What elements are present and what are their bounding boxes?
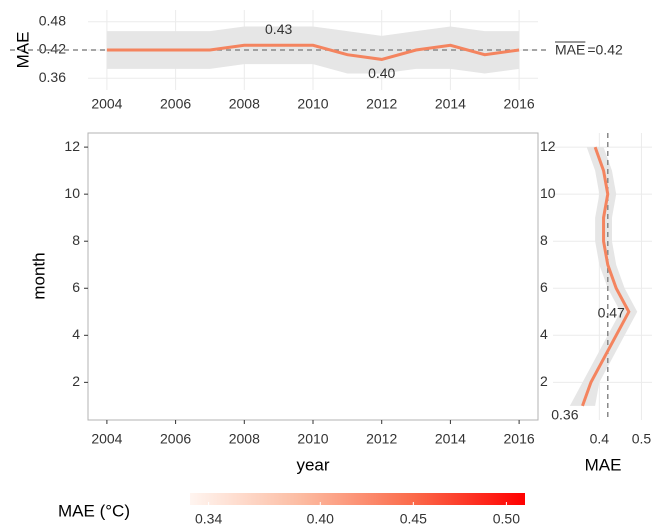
x-tick-label: 2016 xyxy=(504,96,535,112)
colorbar xyxy=(190,493,525,505)
x-tick-label: 2008 xyxy=(229,96,260,112)
y-tick-label: 10 xyxy=(540,185,556,201)
y-axis-title: month xyxy=(29,252,48,299)
y-tick-label: 0.36 xyxy=(39,69,66,85)
y-tick-label: 6 xyxy=(540,279,548,295)
y-tick-label: 12 xyxy=(540,138,556,154)
data-label: 0.47 xyxy=(598,304,625,320)
x-tick-label: 2006 xyxy=(160,431,191,447)
colorbar-tick-label: 0.45 xyxy=(400,511,427,527)
x-axis-title: MAE xyxy=(585,455,622,474)
x-axis-title: year xyxy=(296,455,329,474)
x-tick-label: 2014 xyxy=(435,431,466,447)
y-tick-label: 4 xyxy=(540,326,548,342)
y-tick-label: 0.42 xyxy=(39,41,66,57)
x-tick-label: 2010 xyxy=(297,96,328,112)
y-tick-label: 0.48 xyxy=(39,12,66,28)
y-tick-label: 12 xyxy=(64,138,80,154)
confidence-band xyxy=(569,147,638,406)
x-tick-label: 2012 xyxy=(366,431,397,447)
x-tick-label: 2012 xyxy=(366,96,397,112)
x-tick-label: 2014 xyxy=(435,96,466,112)
colorbar-tick-label: 0.34 xyxy=(195,511,222,527)
x-tick-label: 2004 xyxy=(91,431,122,447)
mean-label: MAE xyxy=(555,42,585,58)
x-tick-label: 2004 xyxy=(91,96,122,112)
y-tick-label: 2 xyxy=(540,373,548,389)
confidence-band xyxy=(106,26,520,74)
x-tick-label: 0.5 xyxy=(632,431,652,447)
data-label: 0.43 xyxy=(265,21,292,37)
y-tick-label: 2 xyxy=(72,373,80,389)
colorbar-title: MAE (°C) xyxy=(58,501,130,520)
x-tick-label: 2008 xyxy=(229,431,260,447)
line xyxy=(106,43,520,61)
colorbar-tick-label: 0.50 xyxy=(493,511,520,527)
x-tick-label: 2010 xyxy=(297,431,328,447)
x-tick-label: 2016 xyxy=(504,431,535,447)
panel-frame xyxy=(87,132,539,421)
data-label: 0.40 xyxy=(368,65,395,81)
y-tick-label: 10 xyxy=(64,185,80,201)
y-tick-label: 8 xyxy=(540,232,548,248)
line xyxy=(581,146,631,407)
x-tick-label: 0.4 xyxy=(590,431,610,447)
y-tick-label: 6 xyxy=(72,279,80,295)
y-tick-label: 8 xyxy=(72,232,80,248)
y-tick-label: 4 xyxy=(72,326,80,342)
mean-label: =0.42 xyxy=(587,42,623,58)
x-tick-label: 2006 xyxy=(160,96,191,112)
colorbar-tick-label: 0.40 xyxy=(307,511,334,527)
data-label: 0.36 xyxy=(551,407,578,423)
